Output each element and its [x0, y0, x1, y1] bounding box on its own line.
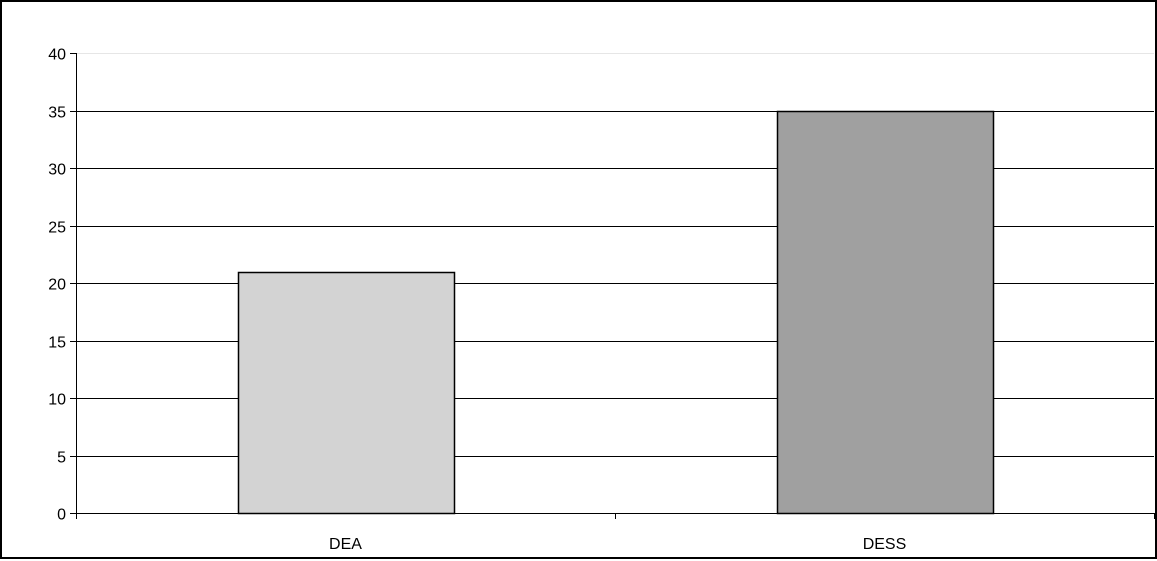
y-tick-label: 40 — [48, 47, 66, 64]
y-tick-label: 30 — [48, 162, 66, 179]
y-tick-label: 25 — [48, 220, 66, 237]
y-tick-label: 10 — [48, 392, 66, 409]
y-tick-label: 5 — [57, 450, 66, 467]
y-tick-labels: 0 5 10 15 20 25 30 35 40 — [48, 47, 66, 524]
y-tick-label: 15 — [48, 335, 66, 352]
axes — [70, 53, 1155, 519]
y-tick-label: 35 — [48, 105, 66, 122]
x-tick-labels: DEA DESS — [329, 536, 906, 553]
bars — [237, 110, 995, 515]
bar-dea — [237, 271, 456, 515]
x-tick-label: DEA — [329, 536, 362, 553]
bar-dess — [776, 110, 995, 515]
y-tick-label: 20 — [48, 277, 66, 294]
y-tick-label: 0 — [57, 507, 66, 524]
x-tick-label: DESS — [863, 536, 907, 553]
